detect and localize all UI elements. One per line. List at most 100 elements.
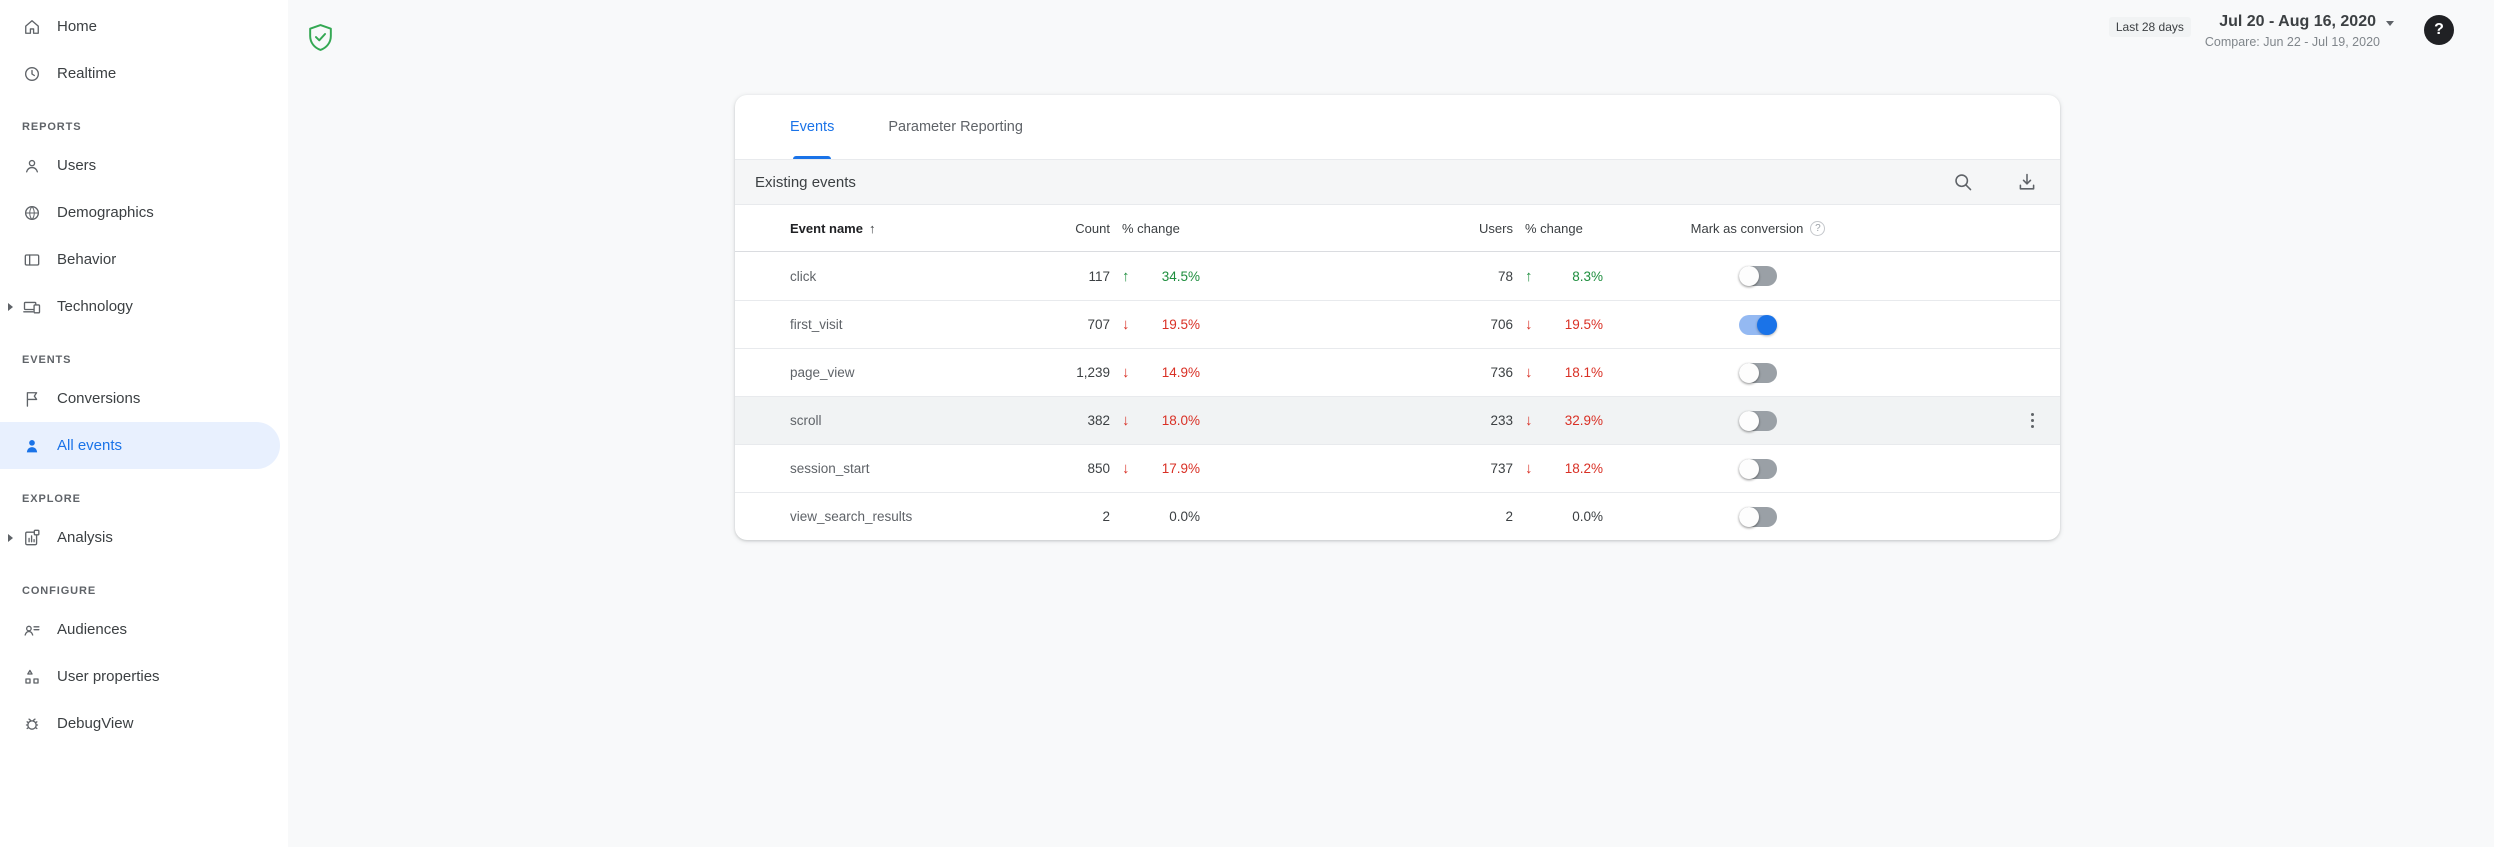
chevron-down-icon bbox=[2386, 20, 2394, 26]
events-card: Events Parameter Reporting Existing event… bbox=[735, 95, 2060, 540]
expand-caret-icon[interactable] bbox=[8, 533, 13, 542]
column-header-count-change[interactable]: % change bbox=[1122, 220, 1180, 236]
sidebar-item-realtime[interactable]: Realtime bbox=[0, 50, 280, 97]
sidebar-item-home[interactable]: Home bbox=[0, 3, 280, 50]
table-row-page_view: page_view 1,239 ↓ 14.9% 736 ↓ 18.1% bbox=[735, 348, 2060, 396]
sidebar-item-label: Technology bbox=[57, 298, 133, 315]
home-icon bbox=[22, 17, 42, 37]
conversion-toggle[interactable] bbox=[1739, 506, 1777, 527]
existing-events-toolbar: Existing events bbox=[735, 159, 2060, 205]
count-change-value: 19.5% bbox=[1161, 317, 1200, 332]
count-change-value: 0.0% bbox=[1169, 509, 1200, 524]
sidebar-item-audiences[interactable]: Audiences bbox=[0, 606, 280, 653]
technology-icon bbox=[22, 297, 42, 317]
users-change-value: 19.5% bbox=[1564, 317, 1603, 332]
sidebar-item-behavior[interactable]: Behavior bbox=[0, 236, 280, 283]
conversion-toggle[interactable] bbox=[1739, 362, 1777, 383]
users-change-value: 8.3% bbox=[1572, 268, 1603, 284]
conversion-toggle[interactable] bbox=[1739, 458, 1777, 479]
shield-check-icon bbox=[305, 22, 336, 53]
sidebar-item-label: Home bbox=[57, 18, 98, 35]
count-value: 117 bbox=[1088, 268, 1110, 284]
event-name: scroll bbox=[790, 413, 822, 428]
user-properties-icon bbox=[22, 667, 42, 687]
users-change-value: 0.0% bbox=[1572, 509, 1603, 524]
users-value: 2 bbox=[1505, 509, 1513, 524]
sidebar-item-label: Audiences bbox=[57, 621, 128, 638]
column-header-count[interactable]: Count bbox=[1075, 220, 1110, 236]
sidebar-item-label: Users bbox=[57, 157, 97, 174]
sidebar-nav: Home Realtime REPORTS Users Demographics Beha… bbox=[0, 3, 288, 747]
date-range-preset-chip: Last 28 days bbox=[2108, 17, 2191, 37]
users-value: 737 bbox=[1490, 461, 1513, 476]
column-header-users-change[interactable]: % change bbox=[1525, 220, 1583, 236]
count-value: 850 bbox=[1087, 461, 1110, 476]
count-value: 2 bbox=[1102, 509, 1110, 524]
users-change: ↑ 8.3% bbox=[1513, 268, 1683, 285]
count-change: ↓ 17.9% bbox=[1110, 460, 1280, 477]
sidebar-item-debugview[interactable]: DebugView bbox=[0, 700, 280, 747]
count-change: ↑ 34.5% bbox=[1110, 268, 1280, 285]
download-icon[interactable] bbox=[2016, 171, 2038, 193]
sidebar-item-all-events[interactable]: All events bbox=[0, 422, 280, 469]
events-table-body: click 117 ↑ 34.5% 78 ↑ 8.3% first_visit … bbox=[735, 252, 2060, 540]
help-button[interactable]: ? bbox=[2424, 15, 2454, 45]
help-circle-icon[interactable]: ? bbox=[1810, 220, 1826, 236]
sidebar-item-label: Demographics bbox=[57, 204, 154, 221]
users-value: 706 bbox=[1490, 317, 1513, 332]
count-change-value: 17.9% bbox=[1161, 461, 1200, 476]
sidebar-item-users[interactable]: Users bbox=[0, 142, 280, 189]
users-icon bbox=[22, 156, 42, 176]
realtime-icon bbox=[22, 64, 42, 84]
row-menu-dots-icon[interactable] bbox=[2027, 409, 2038, 432]
count-change-arrow-icon: ↑ bbox=[1122, 267, 1130, 285]
date-range-value: Jul 20 - Aug 16, 2020 bbox=[2219, 13, 2376, 30]
expand-caret-icon[interactable] bbox=[8, 302, 13, 311]
sidebar-item-conversions[interactable]: Conversions bbox=[0, 375, 280, 422]
count-change-value: 34.5% bbox=[1161, 268, 1200, 284]
search-icon[interactable] bbox=[1952, 171, 1974, 193]
users-change-arrow-icon: ↓ bbox=[1525, 460, 1533, 477]
behavior-icon bbox=[22, 250, 42, 270]
table-row-scroll: scroll 382 ↓ 18.0% 233 ↓ 32.9% bbox=[735, 396, 2060, 444]
users-value: 233 bbox=[1490, 413, 1513, 428]
sidebar-item-label: DebugView bbox=[57, 715, 134, 732]
conversion-toggle[interactable] bbox=[1739, 410, 1777, 431]
toolbar-title: Existing events bbox=[755, 173, 856, 191]
conversion-toggle[interactable] bbox=[1739, 266, 1777, 286]
date-range-selector[interactable]: Jul 20 - Aug 16, 2020 Compare: Jun 22 - … bbox=[2205, 13, 2394, 49]
sidebar-item-technology[interactable]: Technology bbox=[0, 283, 280, 330]
count-change-value: 18.0% bbox=[1161, 413, 1200, 428]
sidebar-item-label: Conversions bbox=[57, 390, 141, 407]
users-change: ↓ 19.5% bbox=[1513, 316, 1683, 333]
users-change-value: 18.2% bbox=[1564, 461, 1603, 476]
compare-range-value: Compare: Jun 22 - Jul 19, 2020 bbox=[2204, 35, 2380, 49]
users-change-arrow-icon: ↓ bbox=[1525, 316, 1533, 333]
users-change: ↓ 18.1% bbox=[1513, 364, 1683, 381]
column-header-users[interactable]: Users bbox=[1479, 220, 1513, 236]
count-value: 382 bbox=[1087, 413, 1110, 428]
column-header-mark-as-conversion: Mark as conversion ? bbox=[1683, 220, 1833, 236]
users-change-value: 32.9% bbox=[1564, 413, 1603, 428]
event-name: page_view bbox=[790, 365, 855, 380]
column-header-event-name[interactable]: Event name ↑ bbox=[790, 220, 876, 236]
users-change: ↓ 18.2% bbox=[1513, 460, 1683, 477]
event-name: click bbox=[790, 268, 817, 284]
sidebar-item-label: Behavior bbox=[57, 251, 117, 268]
count-value: 1,239 bbox=[1076, 365, 1110, 380]
users-change-arrow-icon: ↓ bbox=[1525, 412, 1533, 429]
sidebar-item-user-properties[interactable]: User properties bbox=[0, 653, 280, 700]
count-change: ↓ 14.9% bbox=[1110, 364, 1280, 381]
tab-events[interactable]: Events bbox=[790, 95, 834, 159]
count-change: ↓ 18.0% bbox=[1110, 412, 1280, 429]
conversion-toggle[interactable] bbox=[1739, 314, 1777, 335]
sidebar-item-label: Realtime bbox=[57, 65, 117, 82]
count-change: ↓ 19.5% bbox=[1110, 316, 1280, 333]
users-change-arrow-icon: ↓ bbox=[1525, 364, 1533, 381]
sort-ascending-icon: ↑ bbox=[868, 220, 876, 236]
table-row-first_visit: first_visit 707 ↓ 19.5% 706 ↓ 19.5% bbox=[735, 300, 2060, 348]
tab-parameter-reporting[interactable]: Parameter Reporting bbox=[888, 119, 1023, 135]
sidebar-item-analysis[interactable]: Analysis bbox=[0, 514, 280, 561]
sidebar-item-demographics[interactable]: Demographics bbox=[0, 189, 280, 236]
nav-section-header: EVENTS bbox=[22, 354, 72, 366]
